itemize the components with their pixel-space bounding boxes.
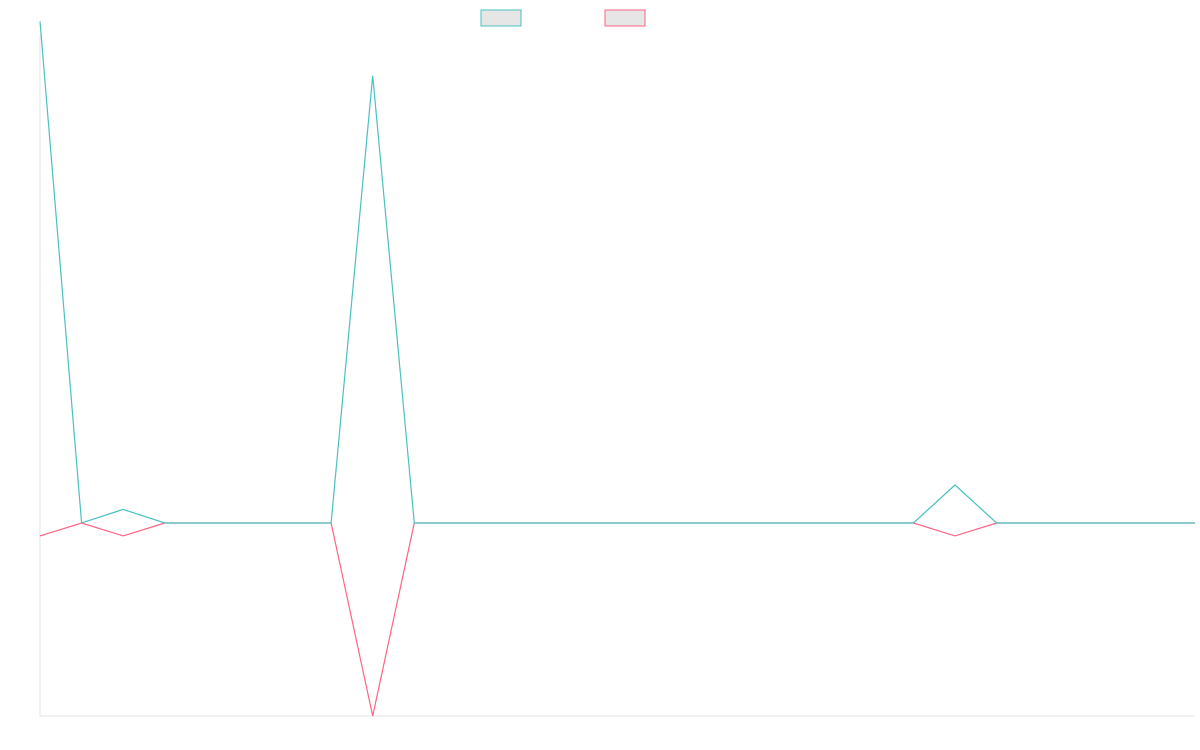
chart-legend[interactable] bbox=[480, 9, 646, 27]
plot-area bbox=[39, 21, 1195, 717]
legend-swatch-1[interactable] bbox=[480, 9, 522, 27]
legend-swatch-2[interactable] bbox=[604, 9, 646, 27]
series-line-2 bbox=[39, 522, 1195, 717]
series-line-1 bbox=[39, 21, 1195, 524]
chart-axes bbox=[39, 35, 1195, 717]
